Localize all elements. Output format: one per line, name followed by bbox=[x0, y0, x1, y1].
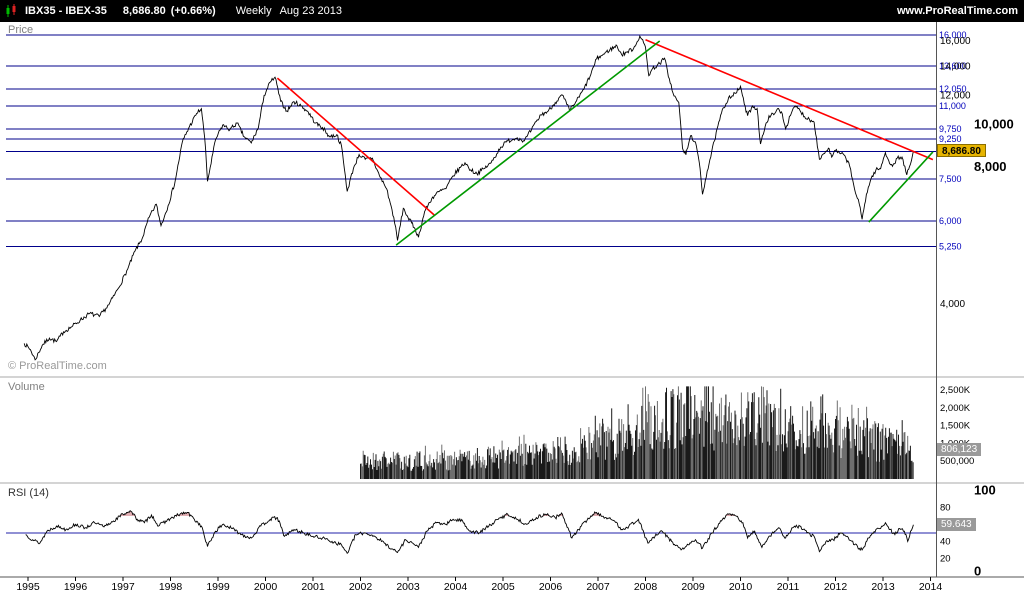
rsi-badge: 59.643 bbox=[937, 518, 976, 531]
time-axis[interactable]: 1995 1996 1997 1998 1999 2000 2001 2002 2003 2004… bbox=[16, 577, 942, 593]
candlestick-icon bbox=[4, 3, 20, 19]
svg-text:10,000: 10,000 bbox=[974, 117, 1014, 132]
svg-text:2007: 2007 bbox=[586, 581, 610, 593]
site-label: www.ProRealTime.com bbox=[896, 5, 1018, 17]
date-label: Aug 23 2013 bbox=[279, 5, 342, 17]
svg-text:14,000: 14,000 bbox=[940, 61, 971, 72]
svg-text:2,000K: 2,000K bbox=[940, 403, 971, 414]
last-price-label: 8,686.80 bbox=[122, 5, 166, 17]
svg-text:5,250: 5,250 bbox=[939, 242, 962, 252]
title-bar: IBX35 - IBEX-35 8,686.80 (+0.66%) Weekly… bbox=[0, 0, 1024, 22]
svg-text:2,500K: 2,500K bbox=[940, 385, 971, 396]
svg-text:12,000: 12,000 bbox=[940, 91, 971, 102]
svg-text:20: 20 bbox=[940, 554, 951, 565]
last-price-badge: 8,686.80 bbox=[937, 144, 986, 157]
timeframe-label: Weekly bbox=[235, 5, 272, 17]
svg-text:2001: 2001 bbox=[301, 581, 325, 593]
rsi-axis-labels[interactable]: 100806040200 bbox=[940, 482, 996, 578]
svg-text:500,000: 500,000 bbox=[940, 456, 974, 467]
symbol-label: IBX35 - IBEX-35 bbox=[25, 5, 107, 17]
svg-text:16,000: 16,000 bbox=[940, 36, 971, 47]
svg-text:80: 80 bbox=[940, 502, 951, 513]
price-pane-label: Price bbox=[8, 24, 34, 36]
svg-text:4,000: 4,000 bbox=[940, 299, 965, 310]
svg-text:40: 40 bbox=[940, 536, 951, 547]
svg-text:1,500K: 1,500K bbox=[940, 421, 971, 432]
svg-text:1998: 1998 bbox=[159, 581, 183, 593]
price-series bbox=[23, 34, 914, 361]
svg-text:13,600: 13,600 bbox=[939, 61, 967, 71]
svg-text:2014: 2014 bbox=[919, 581, 943, 593]
pane-frame bbox=[0, 22, 1024, 578]
svg-text:2010: 2010 bbox=[729, 581, 753, 593]
rsi-plot bbox=[6, 510, 936, 555]
rsi-pane-label: RSI (14) bbox=[8, 487, 49, 499]
svg-text:2013: 2013 bbox=[871, 581, 895, 593]
svg-text:1996: 1996 bbox=[64, 581, 88, 593]
svg-text:16,000: 16,000 bbox=[939, 30, 967, 40]
trendlines bbox=[276, 39, 934, 246]
price-change-label: (+0.66%) bbox=[170, 5, 216, 17]
svg-text:9,250: 9,250 bbox=[939, 134, 962, 144]
svg-text:1995: 1995 bbox=[16, 581, 40, 593]
svg-text:100: 100 bbox=[974, 482, 996, 497]
price-axis-labels[interactable]: 16,00013,60012,05011,0009,7509,2508,6507… bbox=[939, 30, 1014, 310]
svg-text:0: 0 bbox=[974, 564, 981, 579]
svg-text:11,000: 11,000 bbox=[939, 101, 966, 111]
volume-bars bbox=[360, 386, 914, 479]
svg-text:1999: 1999 bbox=[206, 581, 230, 593]
svg-text:8,000: 8,000 bbox=[974, 159, 1007, 174]
svg-text:2002: 2002 bbox=[349, 581, 373, 593]
watermark: © ProRealTime.com bbox=[8, 360, 107, 372]
volume-pane-label: Volume bbox=[8, 381, 45, 393]
svg-text:2005: 2005 bbox=[491, 581, 515, 593]
volume-badge: 806,123 bbox=[937, 443, 982, 456]
svg-text:7,500: 7,500 bbox=[939, 174, 962, 184]
svg-text:2006: 2006 bbox=[539, 581, 563, 593]
svg-text:2003: 2003 bbox=[396, 581, 420, 593]
svg-text:9,750: 9,750 bbox=[939, 124, 962, 134]
svg-text:2008: 2008 bbox=[634, 581, 658, 593]
svg-text:2004: 2004 bbox=[444, 581, 468, 593]
horizontal-level-lines bbox=[6, 34, 936, 247]
svg-text:2012: 2012 bbox=[824, 581, 848, 593]
svg-text:2009: 2009 bbox=[681, 581, 705, 593]
svg-text:1997: 1997 bbox=[111, 581, 135, 593]
svg-text:2000: 2000 bbox=[254, 581, 278, 593]
svg-text:12,050: 12,050 bbox=[939, 84, 967, 94]
svg-text:2011: 2011 bbox=[777, 581, 800, 593]
svg-text:6,000: 6,000 bbox=[939, 216, 962, 226]
